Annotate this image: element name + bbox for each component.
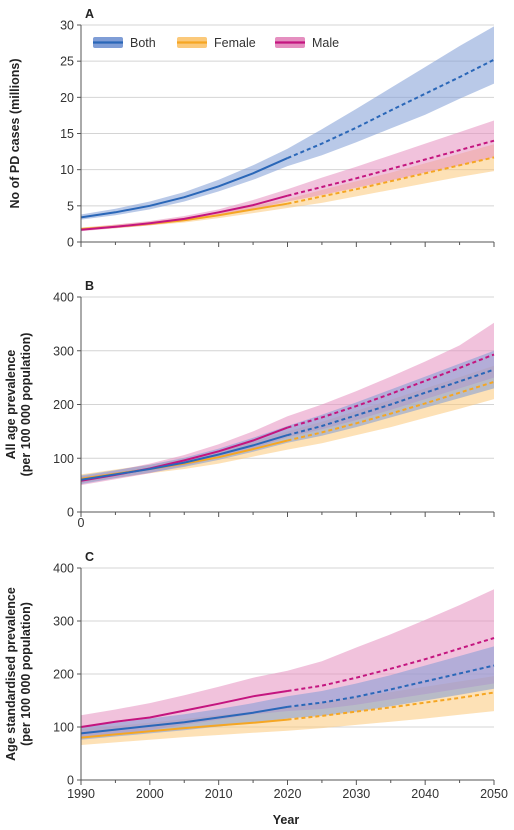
y-axis-label: No of PD cases (millions) [8,58,22,208]
panel-label: B [85,279,94,293]
y-tick-label: 300 [53,615,74,629]
x-tick-label: 2000 [136,787,164,801]
y-axis-label: All age prevalence [4,350,18,460]
y-tick-label: 20 [60,91,74,105]
panel-b: 0 100 200 300 400 0 B All age prevalence (per 10… [4,279,495,530]
x-axis-label: Year [273,813,300,827]
panel-label: C [85,550,94,564]
y-tick-label: 30 [60,19,74,33]
legend-label-male: Male [312,36,339,50]
legend-label-both: Both [130,36,156,50]
x-origin-label: 0 [78,516,85,530]
line-both-observed [80,157,288,219]
line-both-projected [287,368,495,437]
y-tick-label: 200 [53,668,74,682]
y-tick-label: 25 [60,55,74,69]
y-tick-label: 100 [53,721,74,735]
y-axis-label: Age standardised prevalence [4,587,18,761]
panel-a: 0 5 10 15 20 25 30 A No of PD cases (millions) [8,7,495,250]
x-tick-label: 2010 [205,787,233,801]
y-axis-label: (per 100 000 population) [19,333,33,477]
y-tick-label: 200 [53,398,74,412]
line-male-observed [80,194,288,231]
line-female-projected [287,380,495,442]
x-tick-label: 2050 [480,787,508,801]
x-tick-label: 1990 [67,787,95,801]
x-tick-label: 2040 [411,787,439,801]
y-tick-label: 0 [67,774,74,788]
legend-label-female: Female [214,36,256,50]
y-tick-label: 5 [67,199,74,213]
line-both-observed [80,705,288,735]
y-tick-label: 15 [60,127,74,141]
band-male [81,589,494,738]
y-tick-label: 0 [67,236,74,250]
y-tick-label: 400 [53,291,74,305]
line-male-projected [287,637,495,692]
line-both-projected [287,664,495,708]
panel-label: A [85,7,94,21]
uncertainty-bands [81,322,494,486]
band-both [81,646,494,740]
line-both-observed [80,434,288,481]
uncertainty-bands [81,589,494,745]
line-male-projected [287,353,495,429]
line-male-projected [287,139,495,197]
y-tick-label: 100 [53,452,74,466]
x-tick-label: 2030 [342,787,370,801]
x-tick-label: 2020 [274,787,302,801]
band-both [81,350,494,485]
line-female-projected [287,156,495,205]
y-tick-label: 300 [53,344,74,358]
y-axis-label: (per 100 000 population) [19,602,33,746]
panel-c: 0 100 200 300 400 1990 2000 2010 2020 2030 2040 205… [4,550,508,801]
y-tick-label: 0 [67,506,74,520]
line-female-observed [80,718,288,739]
line-male-observed [80,690,288,728]
legend: Both Female Male [93,36,339,50]
y-tick-label: 400 [53,562,74,576]
y-tick-label: 10 [60,163,74,177]
uncertainty-bands [81,26,494,232]
line-both-projected [287,58,495,160]
